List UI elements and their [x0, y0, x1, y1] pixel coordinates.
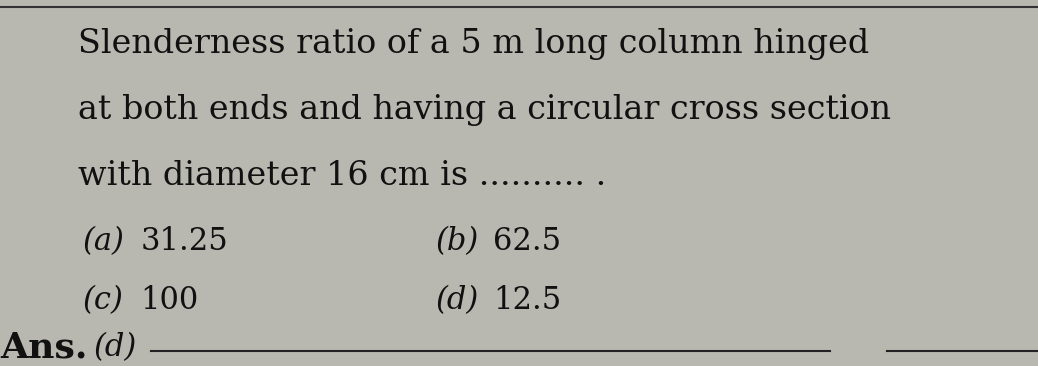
Text: 62.5: 62.5 — [493, 226, 562, 257]
Text: Ans.: Ans. — [0, 331, 87, 365]
Text: 100: 100 — [140, 285, 198, 315]
Text: at both ends and having a circular cross section: at both ends and having a circular cross… — [78, 94, 891, 126]
Text: 12.5: 12.5 — [493, 285, 562, 315]
Text: with diameter 16 cm is .......... .: with diameter 16 cm is .......... . — [78, 160, 606, 192]
Text: (b): (b) — [436, 226, 480, 257]
Text: 31.25: 31.25 — [140, 226, 228, 257]
Text: (d): (d) — [436, 285, 480, 315]
Text: (c): (c) — [83, 285, 124, 315]
Text: (a): (a) — [83, 226, 125, 257]
Text: (d): (d) — [93, 332, 137, 363]
Text: Slenderness ratio of a 5 m long column hinged: Slenderness ratio of a 5 m long column h… — [78, 28, 869, 60]
